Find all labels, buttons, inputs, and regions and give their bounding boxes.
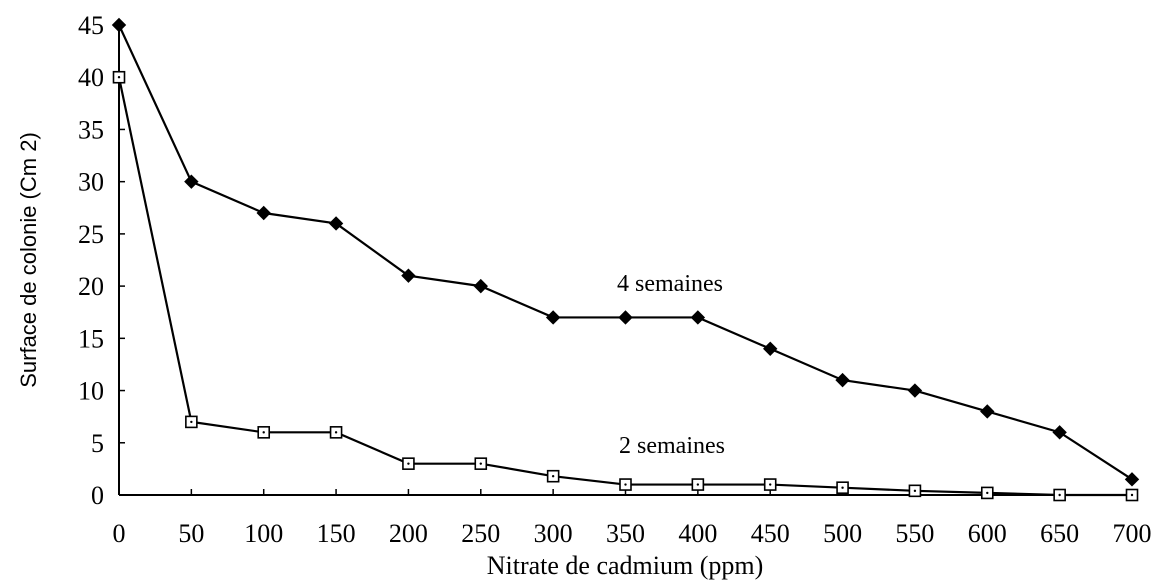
data-point-center xyxy=(624,483,627,486)
x-tick-label: 500 xyxy=(823,519,862,548)
series-2-semaines xyxy=(112,70,1139,502)
x-tick-label: 700 xyxy=(1113,519,1152,548)
x-tick-label: 200 xyxy=(389,519,428,548)
data-point-4-semaines xyxy=(835,372,850,388)
data-point-4-semaines xyxy=(473,278,488,294)
data-point-center xyxy=(407,462,410,465)
y-tick-label: 15 xyxy=(78,324,104,353)
y-tick-label: 35 xyxy=(78,115,104,144)
data-point-4-semaines xyxy=(1052,425,1067,440)
data-point-4-semaines xyxy=(256,205,271,221)
x-tick-label: 150 xyxy=(317,519,356,548)
x-tick-label: 550 xyxy=(895,519,934,548)
data-point-4-semaines xyxy=(1124,472,1140,487)
y-tick-label: 45 xyxy=(78,11,104,40)
data-point-4-semaines xyxy=(690,310,706,325)
x-tick-label: 650 xyxy=(1040,519,1079,548)
y-tick-label: 5 xyxy=(91,429,104,458)
data-point-4-semaines xyxy=(980,404,995,419)
y-tick-label: 0 xyxy=(91,481,104,510)
y-tick-label: 20 xyxy=(78,272,104,301)
data-point-center xyxy=(117,76,121,79)
x-tick-label: 50 xyxy=(178,519,204,548)
data-point-4-semaines xyxy=(184,174,199,189)
data-point-center xyxy=(334,431,338,434)
series-label-2-semaines: 2 semaines xyxy=(619,433,725,459)
series-line-4-semaines xyxy=(118,24,1133,481)
series-label-4-semaines: 4 semaines xyxy=(617,271,723,297)
data-point-center xyxy=(841,486,844,489)
y-axis-title: Surface de colonie (Cm 2) xyxy=(16,132,41,388)
data-point-4-semaines xyxy=(618,310,633,325)
data-point-center xyxy=(551,475,555,478)
data-point-center xyxy=(696,483,700,486)
y-tick-label: 10 xyxy=(78,377,104,406)
data-point-center xyxy=(913,489,917,493)
data-point-4-semaines xyxy=(111,17,127,33)
series-4-semaines xyxy=(111,17,1140,487)
series-layer xyxy=(111,17,1140,502)
data-point-center xyxy=(1058,493,1061,497)
data-point-center xyxy=(190,420,193,424)
y-tick-label: 30 xyxy=(78,168,104,197)
y-tick-label: 40 xyxy=(78,63,104,92)
data-point-4-semaines xyxy=(763,341,778,356)
data-point-center xyxy=(1130,493,1134,497)
axes xyxy=(118,25,1132,496)
x-tick-label: 350 xyxy=(606,519,645,548)
x-tick-label: 300 xyxy=(534,519,573,548)
x-tick-label: 0 xyxy=(113,519,126,548)
data-point-4-semaines xyxy=(328,216,344,231)
x-tick-label: 400 xyxy=(678,519,717,548)
x-tick-label: 600 xyxy=(968,519,1007,548)
x-axis-title: Nitrate de cadmium (ppm) xyxy=(487,551,764,580)
x-tick-label: 100 xyxy=(244,519,283,548)
ticks: 0 50 100 150 200 250 300 350 400 450 500 550 600 650 7… xyxy=(78,11,1152,548)
data-point-center xyxy=(769,483,772,486)
data-point-4-semaines xyxy=(907,383,923,398)
x-tick-label: 450 xyxy=(751,519,790,548)
data-point-center xyxy=(986,491,989,495)
data-point-center xyxy=(479,462,482,465)
data-point-center xyxy=(262,431,265,434)
x-tick-label: 250 xyxy=(461,519,500,548)
y-tick-label: 25 xyxy=(78,220,104,249)
data-point-4-semaines xyxy=(401,268,416,283)
data-point-4-semaines xyxy=(545,310,561,325)
